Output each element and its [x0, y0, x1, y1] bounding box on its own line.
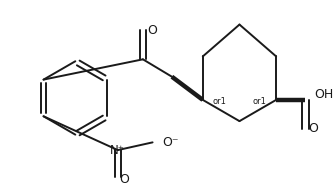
Text: O⁻: O⁻ — [162, 136, 179, 149]
Text: or1: or1 — [253, 97, 267, 106]
Text: OH: OH — [314, 88, 333, 101]
Text: O: O — [308, 122, 318, 135]
Text: N⁺: N⁺ — [110, 144, 125, 157]
Text: or1: or1 — [212, 97, 226, 106]
Text: O: O — [120, 173, 130, 185]
Text: O: O — [148, 24, 158, 37]
